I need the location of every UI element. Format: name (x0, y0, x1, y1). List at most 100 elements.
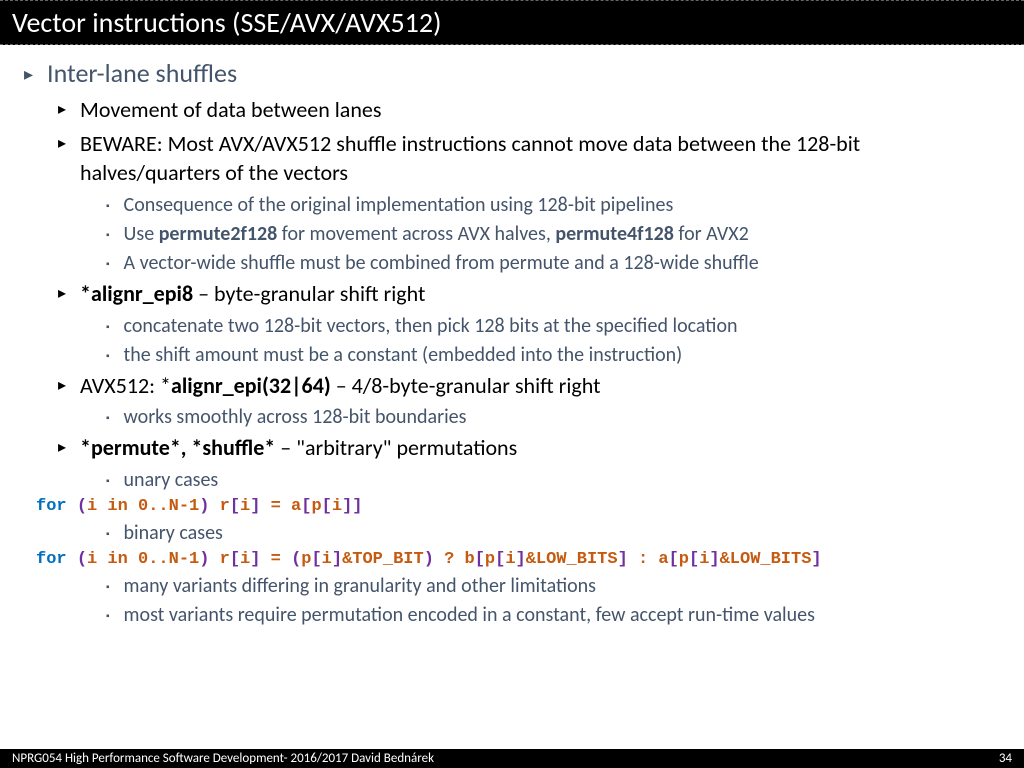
p: [ (495, 550, 505, 569)
p: ] (342, 497, 352, 516)
item-text: AVX512: *alignr_epi(32|64) – 4/8-byte-gr… (80, 371, 600, 401)
square-icon: ▪ (106, 257, 110, 270)
square-icon: ▪ (106, 527, 110, 540)
t: permute4f128 (555, 222, 674, 246)
id: ? b (434, 550, 475, 569)
p: ) (199, 497, 209, 516)
item-text: *permute*, *shuffle* – "arbitrary" permu… (80, 433, 517, 463)
id: i (505, 550, 515, 569)
square-icon: ▪ (106, 411, 110, 424)
id: p (301, 550, 311, 569)
id: &LOW_BITS (720, 550, 812, 569)
square-icon: ▪ (106, 320, 110, 333)
p: ] (332, 550, 342, 569)
code-unary: for (i in 0..N-1) r[i] = a[p[i]] (36, 497, 1000, 516)
p: ) (424, 550, 434, 569)
id: i (240, 497, 250, 516)
t: AVX512: * (80, 372, 171, 399)
id: p (679, 550, 689, 569)
id: = (260, 550, 291, 569)
kw: for (36, 550, 77, 569)
t: *alignr_epi8 (80, 280, 193, 307)
t: permute2f128 (159, 222, 278, 246)
t: *permute*, *shuffle* (80, 434, 275, 461)
heading-row: ▸ Inter-lane shuffles (24, 57, 1000, 89)
p: ( (77, 550, 87, 569)
square-icon: ▪ (106, 609, 110, 622)
code-binary: for (i in 0..N-1) r[i] = (p[i]&TOP_BIT) … (36, 550, 1000, 569)
item-text: BEWARE: Most AVX/AVX512 shuffle instruct… (80, 129, 1000, 188)
id: : a (628, 550, 669, 569)
t: for movement across AVX halves, (277, 222, 555, 246)
id: &TOP_BIT (342, 550, 424, 569)
id: i (322, 550, 332, 569)
list-item: ▪ binary cases (106, 520, 1000, 546)
p: [ (311, 550, 321, 569)
p: ( (77, 497, 87, 516)
t: – byte-granular shift right (193, 280, 425, 307)
item-text: works smoothly across 128-bit boundaries (124, 404, 467, 430)
list-item: ▪ works smoothly across 128-bit boundari… (106, 404, 1000, 430)
p: [ (230, 497, 240, 516)
id: p (311, 497, 321, 516)
list-item: ▪ unary cases (106, 467, 1000, 493)
list-item: ▪ A vector-wide shuffle must be combined… (106, 250, 1000, 276)
item-text: the shift amount must be a constant (emb… (124, 342, 683, 368)
t: alignr_epi(32|64) (171, 372, 331, 399)
list-item: ▪ Consequence of the original implementa… (106, 192, 1000, 218)
item-text: *alignr_epi8 – byte-granular shift right (80, 279, 425, 309)
id: i (332, 497, 342, 516)
p: ] (516, 550, 526, 569)
p: ] (250, 550, 260, 569)
p: ] (618, 550, 628, 569)
item-text: Consequence of the original implementati… (124, 192, 674, 218)
id: i (240, 550, 250, 569)
item-text: Use permute2f128 for movement across AVX… (124, 221, 749, 247)
p: [ (669, 550, 679, 569)
triangle-icon: ▸ (58, 133, 66, 153)
p: [ (322, 497, 332, 516)
square-icon: ▪ (106, 228, 110, 241)
heading-text: Inter-lane shuffles (47, 57, 237, 89)
triangle-icon: ▸ (58, 375, 66, 395)
footer-text: NPRG054 High Performance Software Develo… (12, 751, 434, 766)
p: [ (475, 550, 485, 569)
triangle-icon: ▸ (58, 283, 66, 303)
item-text: Movement of data between lanes (80, 95, 381, 125)
item-text: A vector-wide shuffle must be combined f… (124, 250, 759, 276)
list-item: ▪ Use permute2f128 for movement across A… (106, 221, 1000, 247)
p: ] (811, 550, 821, 569)
id: i in 0..N-1 (87, 497, 199, 516)
p: [ (301, 497, 311, 516)
slide-title: Vector instructions (SSE/AVX/AVX512) (0, 0, 1024, 45)
p: ] (709, 550, 719, 569)
square-icon: ▪ (106, 199, 110, 212)
list-item: ▪ many variants differing in granularity… (106, 573, 1000, 599)
id: i (699, 550, 709, 569)
item-text: concatenate two 128-bit vectors, then pi… (124, 313, 738, 339)
id: p (485, 550, 495, 569)
list-item: ▪ concatenate two 128-bit vectors, then … (106, 313, 1000, 339)
t: – 4/8-byte-granular shift right (331, 372, 601, 399)
id: = a (260, 497, 301, 516)
t: Use (124, 222, 159, 246)
list-item: ▪ most variants require permutation enco… (106, 602, 1000, 628)
page-number: 34 (999, 751, 1012, 766)
item-text: many variants differing in granularity a… (124, 573, 596, 599)
list-item: ▸ BEWARE: Most AVX/AVX512 shuffle instru… (58, 129, 1000, 188)
triangle-icon: ▸ (58, 437, 66, 457)
square-icon: ▪ (106, 349, 110, 362)
id: i in 0..N-1 (87, 550, 199, 569)
square-icon: ▪ (106, 580, 110, 593)
p: [ (230, 550, 240, 569)
p: [ (689, 550, 699, 569)
slide-content: ▸ Inter-lane shuffles ▸ Movement of data… (0, 45, 1024, 628)
p: ] (250, 497, 260, 516)
id: r (209, 550, 229, 569)
t: – "arbitrary" permutations (275, 434, 517, 461)
p: ) (199, 550, 209, 569)
item-text: binary cases (124, 520, 223, 546)
id: &LOW_BITS (526, 550, 618, 569)
item-text: unary cases (124, 467, 219, 493)
p: ( (291, 550, 301, 569)
